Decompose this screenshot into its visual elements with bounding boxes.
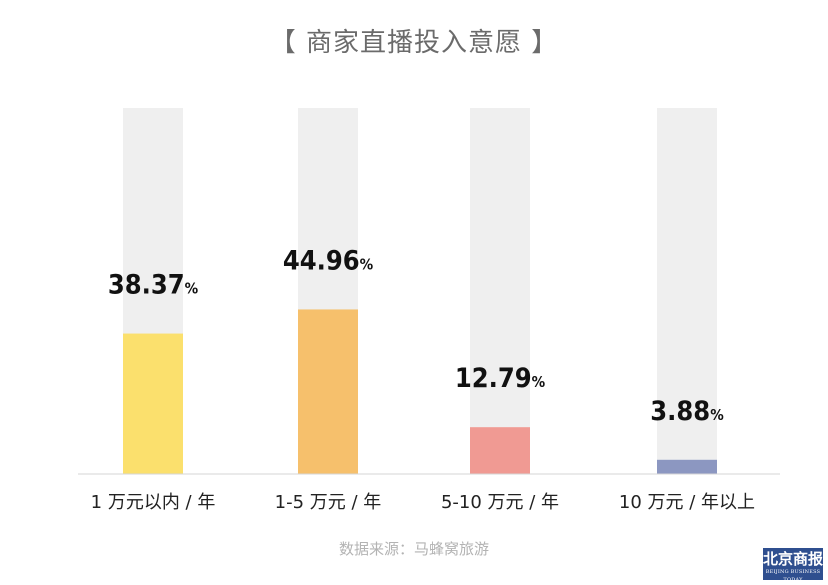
logo-cn-text: 北京商报 bbox=[763, 550, 824, 568]
bar-track bbox=[657, 108, 717, 474]
category-label: 10 万元 / 年以上 bbox=[619, 492, 755, 513]
bar-track bbox=[470, 108, 530, 474]
category-label: 1-5 万元 / 年 bbox=[275, 492, 382, 513]
bar bbox=[123, 333, 183, 474]
category-label: 5-10 万元 / 年 bbox=[441, 492, 559, 513]
bar bbox=[657, 459, 717, 474]
category-label: 1 万元以内 / 年 bbox=[91, 492, 216, 513]
data-label: 38.37% bbox=[108, 270, 199, 301]
chart-title: 【 商家直播投入意愿 】 bbox=[269, 28, 559, 58]
data-label: 44.96% bbox=[283, 245, 374, 276]
data-label: 3.88% bbox=[650, 396, 724, 427]
data-source-note: 数据来源：马蜂窝旅游 bbox=[338, 540, 489, 558]
bar bbox=[298, 309, 358, 474]
data-label: 12.79% bbox=[455, 363, 546, 394]
bar bbox=[470, 427, 530, 474]
beijing-business-today-logo: 北京商报 BEIJING BUSINESS TODAY bbox=[763, 548, 824, 583]
logo-en-text: BEIJING BUSINESS TODAY bbox=[765, 569, 821, 583]
